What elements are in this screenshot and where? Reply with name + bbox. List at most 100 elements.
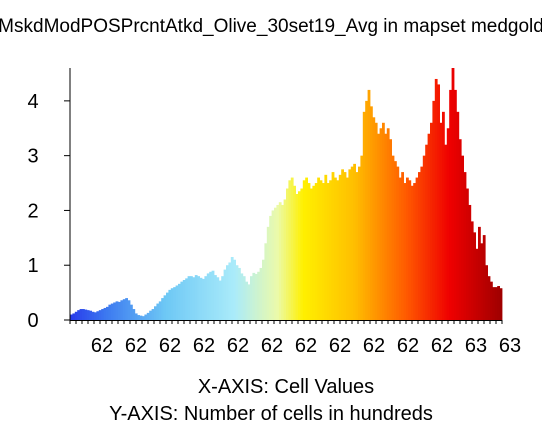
histogram-bar xyxy=(144,315,147,320)
histogram-bar xyxy=(461,156,464,320)
histogram-bar xyxy=(320,180,323,320)
histogram-bar xyxy=(456,112,459,320)
histogram-bar xyxy=(291,178,294,320)
histogram-bar xyxy=(236,265,239,320)
histogram-bar xyxy=(130,305,133,320)
histogram-bar xyxy=(384,134,387,320)
histogram-bar xyxy=(188,276,191,320)
histogram-bar xyxy=(466,189,469,320)
x-tick-label: 62 xyxy=(363,335,385,357)
histogram-bar xyxy=(353,164,356,320)
histogram-bar xyxy=(444,145,447,320)
histogram-bar xyxy=(267,227,270,320)
histogram-bar xyxy=(89,311,92,320)
histogram-bar xyxy=(452,68,455,320)
histogram-bar xyxy=(224,270,227,320)
histogram-bar xyxy=(152,309,155,320)
histogram-bar xyxy=(344,172,347,320)
histogram-bar xyxy=(156,304,159,320)
histogram-bar xyxy=(339,175,342,320)
histogram-bar xyxy=(284,199,287,320)
histogram-bar xyxy=(341,169,344,320)
x-tick-label: 63 xyxy=(465,335,487,357)
histogram-bar xyxy=(183,280,186,320)
y-tick-label: 4 xyxy=(27,91,38,113)
x-tick-label: 62 xyxy=(397,335,419,357)
histogram-bar xyxy=(161,298,164,320)
histogram-bar xyxy=(171,288,174,320)
histogram-bar xyxy=(125,298,128,320)
histogram-bar xyxy=(120,300,123,320)
histogram-bar xyxy=(245,282,248,320)
histogram-bar xyxy=(322,183,325,320)
histogram-bar xyxy=(293,186,296,320)
histogram-bar xyxy=(449,90,452,320)
y-tick-label: 2 xyxy=(27,200,38,222)
x-tick-label: 62 xyxy=(227,335,249,357)
histogram-bar xyxy=(106,307,109,320)
histogram-bar xyxy=(492,287,495,320)
histogram-bar xyxy=(358,167,361,320)
histogram-bar xyxy=(368,90,371,320)
histogram-bar xyxy=(77,310,80,320)
histogram-bar xyxy=(219,281,222,320)
histogram-bar xyxy=(396,167,399,320)
histogram-bar xyxy=(317,178,320,320)
histogram-bar xyxy=(495,287,498,320)
histogram-bar xyxy=(327,183,330,320)
x-tick-label: 62 xyxy=(329,335,351,357)
x-tick-label: 62 xyxy=(159,335,181,357)
histogram-bar xyxy=(149,311,152,320)
histogram-bar xyxy=(87,310,90,320)
histogram-bar xyxy=(404,183,407,320)
histogram-bar xyxy=(363,112,366,320)
y-axis-ticks: 01234 xyxy=(27,91,70,332)
x-tick-label: 62 xyxy=(261,335,283,357)
histogram-bar xyxy=(336,180,339,320)
histogram-bar xyxy=(310,189,313,320)
histogram-bar xyxy=(168,290,171,320)
histogram-bar xyxy=(435,79,438,320)
histogram-bar xyxy=(243,276,246,320)
histogram-bar xyxy=(202,279,205,320)
histogram-bar xyxy=(231,257,234,320)
histogram-bar xyxy=(248,284,251,320)
y-tick-label: 3 xyxy=(27,146,38,168)
histogram-bar xyxy=(147,313,150,320)
histogram-bar xyxy=(255,274,258,320)
histogram-bar xyxy=(185,278,188,320)
histogram-bar xyxy=(305,178,308,320)
x-tick-label: 62 xyxy=(91,335,113,357)
histogram-bar xyxy=(392,156,395,320)
histogram-bar xyxy=(315,183,318,320)
histogram-bar xyxy=(471,221,474,320)
histogram-bar xyxy=(82,309,85,320)
histogram-bar xyxy=(380,128,383,320)
histogram-bar xyxy=(137,315,140,320)
histogram-bar xyxy=(420,167,423,320)
histogram-bar xyxy=(464,172,467,320)
histogram-bar xyxy=(418,172,421,320)
histogram-bar xyxy=(356,172,359,320)
histogram-bar xyxy=(238,268,241,320)
histogram-bar xyxy=(437,84,440,320)
histogram-bar xyxy=(75,312,78,320)
histogram-bar xyxy=(214,275,217,320)
histogram-bar xyxy=(387,128,390,320)
histogram-bar xyxy=(399,178,402,320)
y-tick-label: 1 xyxy=(27,255,38,277)
histogram-bar xyxy=(84,310,87,320)
histogram-bar xyxy=(212,271,215,320)
histogram-bar xyxy=(101,309,104,320)
histogram-bar xyxy=(262,260,265,320)
histogram-bar xyxy=(430,123,433,320)
histogram-bar xyxy=(413,183,416,320)
histogram-bar xyxy=(500,288,503,320)
histogram-bar xyxy=(216,277,219,320)
histogram-bar xyxy=(250,276,253,320)
histogram-bar xyxy=(92,312,95,320)
histogram-bar xyxy=(483,235,486,320)
histogram-bar xyxy=(351,167,354,320)
x-tick-label: 62 xyxy=(295,335,317,357)
